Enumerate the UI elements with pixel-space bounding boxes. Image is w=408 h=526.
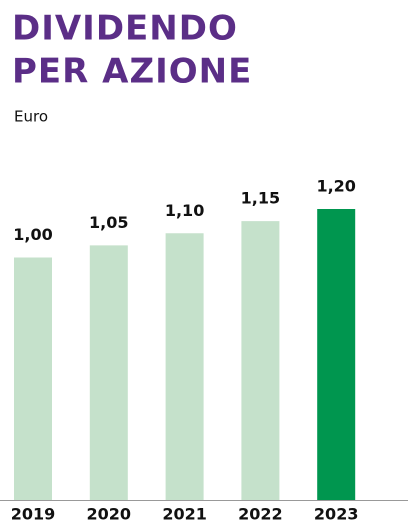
x-tick-label: 2021: [162, 505, 207, 524]
x-tick-label: 2020: [87, 505, 132, 524]
x-tick-label: 2019: [11, 505, 56, 524]
bar: [14, 257, 52, 500]
x-tick-label: 2022: [238, 505, 283, 524]
bar: [241, 221, 280, 500]
value-label: 1,10: [165, 201, 204, 220]
value-label: 1,05: [89, 213, 128, 232]
chart-title-line: PER AZIONE: [12, 52, 252, 92]
bar: [165, 233, 204, 500]
value-label: 1,00: [13, 225, 52, 244]
bar: [317, 209, 356, 500]
bar: [89, 245, 128, 500]
chart-title-line: DIVIDENDO: [12, 9, 238, 49]
x-tick-label: 2023: [314, 505, 359, 524]
value-label: 1,15: [241, 189, 280, 208]
chart-subtitle: Euro: [14, 108, 48, 126]
value-label: 1,20: [316, 177, 355, 196]
